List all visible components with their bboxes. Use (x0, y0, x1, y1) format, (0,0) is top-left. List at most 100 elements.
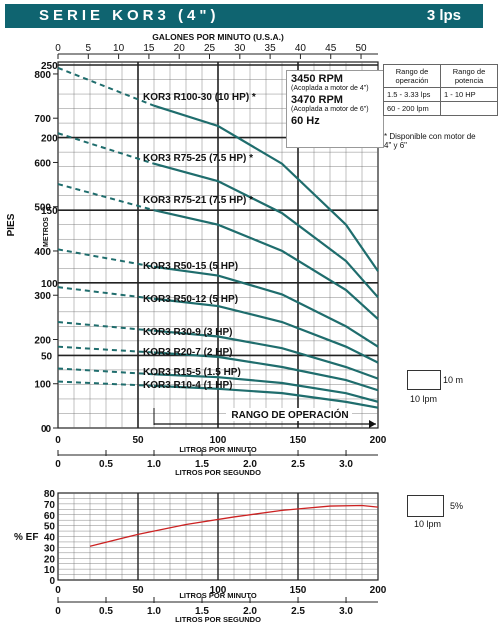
eff-y-tick-label: 30 (44, 543, 56, 554)
eff-y-tick-label: 80 (44, 489, 56, 500)
eff-scale-flow: 10 lpm (414, 519, 442, 529)
pump-curve-label: KOR3 R75-25 (7.5 HP) * (143, 153, 253, 164)
x-tick-label-gpm: 0 (55, 43, 61, 54)
series-title: SERIE KOR3 (4") (39, 7, 220, 24)
efficiency-title: CURVA DE EFICIENCIA (177, 481, 260, 490)
range-cell: 60 - 200 lpm (383, 101, 441, 116)
pump-curve (153, 297, 379, 364)
y-tick-label-meters: 150 (41, 206, 58, 217)
pump-curve-dashed (57, 286, 155, 300)
x-axis-lps-tick-label: 3.0 (339, 459, 353, 470)
y-tick-label-meters: 250 (41, 61, 58, 72)
eff-scale-percent: 5% (450, 501, 464, 511)
x-tick-label-lpm: 50 (132, 435, 144, 446)
frequency: 60 Hz (291, 115, 320, 127)
pump-curve (153, 373, 379, 403)
range-cell: 1.5 - 3.33 lps (383, 87, 441, 102)
rpm-6in-note: (Acoplada a motor de 6") (291, 106, 369, 113)
pump-curve (153, 209, 379, 320)
eff-x-axis-lps-tick-label: 2.0 (243, 606, 257, 617)
pump-curve-label: KOR3 R100-30 (10 HP) * (143, 92, 256, 103)
eff-y-tick-label: 20 (44, 554, 56, 565)
eff-y-tick-label: 40 (44, 533, 56, 544)
eff-scale-box (407, 495, 444, 517)
x-tick-label-gpm: 50 (355, 43, 367, 54)
x-axis-lps-tick-label: 2.0 (243, 459, 257, 470)
pump-curve-label: KOR3 R15-5 (1.5 HP) (143, 367, 241, 378)
pump-curve-label: KOR3 R50-12 (5 HP) (143, 294, 238, 305)
x-tick-label-gpm: 20 (174, 43, 186, 54)
flow-rating: 3 lps (426, 7, 461, 24)
x-tick-label-gpm: 45 (325, 43, 337, 54)
x-tick-label-gpm: 5 (86, 43, 92, 54)
y-tick-label-feet: 100 (34, 380, 51, 391)
eff-x-axis-lps-tick-label: 0 (55, 606, 61, 617)
pump-curve-label: KOR3 R20-7 (2 HP) (143, 347, 232, 358)
y-tick-label-feet: 600 (34, 158, 51, 169)
pump-curve (153, 162, 379, 299)
pump-curve-label: KOR3 R30-9 (3 HP) (143, 327, 232, 338)
y-tick-label-feet: 200 (34, 335, 51, 346)
pump-curve-dashed (57, 248, 155, 268)
y-tick-label-meters: 0 (41, 424, 47, 435)
x-tick-label-gpm: 25 (204, 43, 216, 54)
range-header-power: Rango de potencia (440, 64, 498, 88)
operating-range-label: RANGO DE OPERACIÓN (231, 408, 348, 421)
eff-x-axis-lps-tick-label: 2.5 (291, 606, 305, 617)
eff-x-tick-label-lpm: 200 (370, 585, 387, 596)
pump-curve-dashed (57, 132, 155, 165)
rpm-4in-note: (Acoplada a motor de 4") (291, 85, 369, 92)
eff-x-axis-lps-tick-label: 0.5 (99, 606, 113, 617)
y-tick-label-feet: 700 (34, 114, 51, 125)
eff-x-tick-label-lpm: 50 (132, 585, 144, 596)
y-tick-label-meters: 100 (41, 279, 58, 290)
eff-x-tick-label-lpm: 0 (55, 585, 61, 596)
eff-x-axis-label-lpm: LITROS POR MINUTO (179, 591, 257, 600)
rpm-4in: 3450 RPM (291, 73, 343, 85)
y-axis-label-meters: METROS (43, 217, 50, 247)
efficiency-curve (89, 504, 379, 547)
x-axis-label-gpm: GALONES POR MINUTO (U.S.A.) (152, 32, 284, 42)
y-tick-label-feet: 500 (34, 203, 51, 214)
head-scale-meters: 10 m (443, 375, 464, 385)
rpm-info-box: 3450 RPM (Acoplada a motor de 4") 3470 R… (286, 70, 384, 148)
x-tick-label-lpm: 0 (55, 435, 61, 446)
eff-y-tick-label: 10 (44, 565, 56, 576)
x-tick-label-gpm: 30 (234, 43, 246, 54)
operating-range-label-bg (226, 408, 352, 421)
pump-curve (153, 329, 379, 380)
title-banner: SERIE KOR3 (4") 3 lps (5, 4, 483, 28)
range-header-operation: Rango de operación (383, 64, 441, 88)
x-axis-label-lpm: LITROS POR MINUTO (179, 445, 257, 454)
x-axis-lps-label: LITROS POR SEGUNDO (175, 468, 261, 477)
operating-range-table: Rango de operación Rango de potencia 1.5… (383, 64, 498, 116)
x-tick-label-gpm: 10 (113, 43, 125, 54)
x-axis-lps-tick-label: 1.5 (195, 459, 209, 470)
pump-curve-dashed (57, 345, 155, 354)
range-cell: 1 - 10 HP (440, 87, 498, 102)
eff-x-axis-lps-tick-label: 1.0 (147, 606, 161, 617)
pump-curve (153, 384, 379, 409)
y-tick-label-feet: 0 (45, 424, 51, 435)
x-tick-label-lpm: 150 (290, 435, 307, 446)
x-tick-label-gpm: 40 (295, 43, 307, 54)
pump-curve-dashed (57, 367, 155, 376)
x-axis-lps-tick-label: 2.5 (291, 459, 305, 470)
y-tick-label-feet: 400 (34, 247, 51, 258)
rpm-6in: 3470 RPM (291, 94, 343, 106)
pump-curve-dashed (57, 380, 155, 387)
x-axis-lps-tick-label: 1.0 (147, 459, 161, 470)
x-tick-label-gpm: 35 (265, 43, 277, 54)
pump-curve-label: KOR3 R75-21 (7.5 HP) * (143, 195, 253, 206)
y-axis-label-feet: PIES (6, 213, 17, 236)
eff-x-tick-label-lpm: 100 (210, 585, 227, 596)
y-tick-label-feet: 800 (34, 70, 51, 81)
x-axis-lps-tick-label: 0 (55, 459, 61, 470)
pump-curve-label: KOR3 R10-4 (1 HP) (143, 380, 232, 391)
eff-x-axis-lps-tick-label: 3.0 (339, 606, 353, 617)
pump-curve (153, 104, 379, 272)
eff-y-axis-label: % EF (14, 532, 38, 543)
x-tick-label-gpm: 15 (143, 43, 155, 54)
head-scale-flow: 10 lpm (410, 394, 438, 404)
y-tick-label-meters: 50 (41, 351, 53, 362)
